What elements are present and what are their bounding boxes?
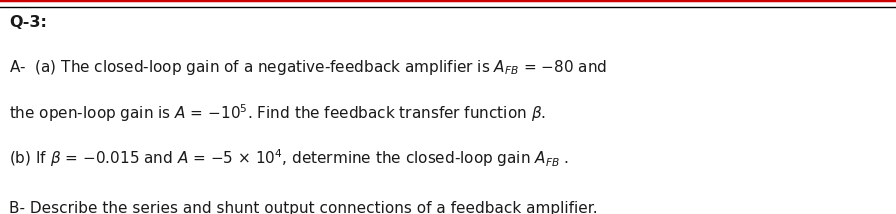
Text: Q-3:: Q-3: [9,15,47,30]
Text: B- Describe the series and shunt output connections of a feedback amplifier.: B- Describe the series and shunt output … [9,201,598,214]
Text: (b) If $\beta$ = $-$0.015 and $A$ = $-$5 $\times$ 10$^4$, determine the closed-l: (b) If $\beta$ = $-$0.015 and $A$ = $-$5… [9,148,569,169]
Text: the open-loop gain is $A$ = $-$10$^5$. Find the feedback transfer function $\bet: the open-loop gain is $A$ = $-$10$^5$. F… [9,103,546,124]
Text: A-  (a) The closed-loop gain of a negative-feedback amplifier is $A_{FB}$ = $-$8: A- (a) The closed-loop gain of a negativ… [9,58,607,77]
